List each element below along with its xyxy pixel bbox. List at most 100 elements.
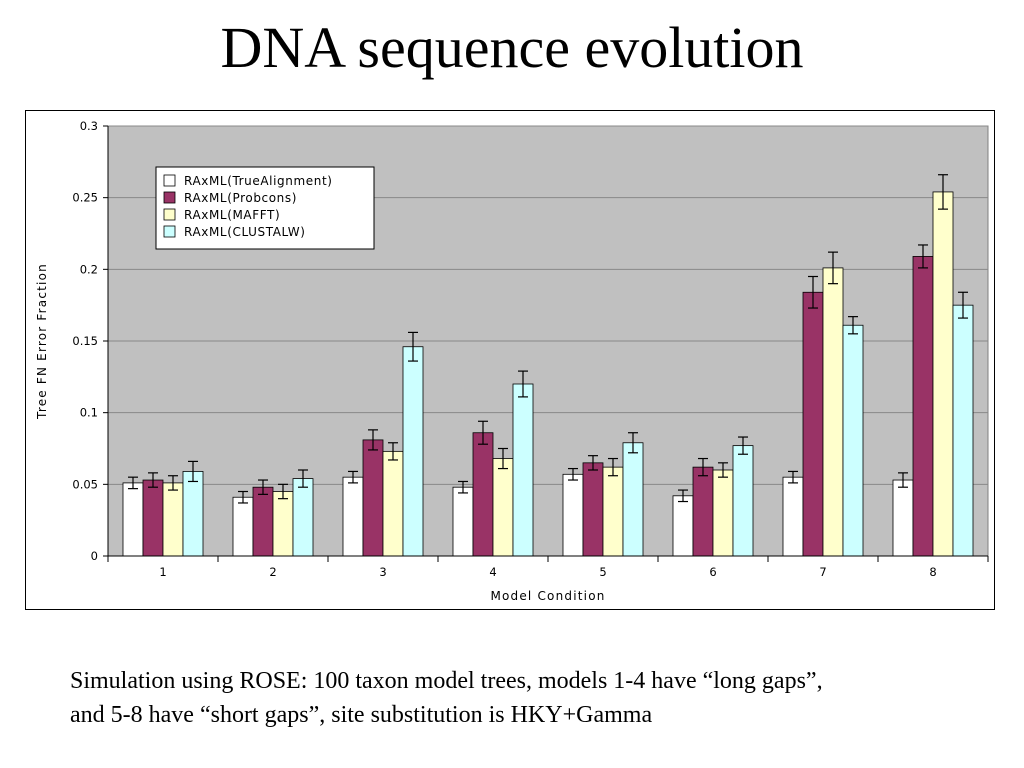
error-bar-4-model-2	[298, 469, 308, 488]
bar-1-model-1	[122, 482, 144, 557]
x-tick-label: 5	[599, 565, 606, 579]
bar-4-model-1	[182, 471, 204, 557]
y-tick-label: 0.15	[72, 334, 98, 348]
bar-2-model-7	[802, 291, 824, 557]
legend-swatch-2	[163, 191, 176, 204]
bar-3-model-2	[272, 491, 294, 557]
error-bar-2-model-5	[588, 455, 598, 471]
legend-label-3: RAxML(MAFFT)	[184, 208, 280, 222]
bar-2-model-6	[692, 466, 714, 557]
x-tick-label: 2	[269, 565, 276, 579]
legend-swatch-4	[163, 225, 176, 238]
legend: RAxML(TrueAlignment) RAxML(Probcons) RAxML…	[155, 166, 375, 250]
legend-label-2: RAxML(Probcons)	[184, 191, 297, 205]
bar-2-model-1	[142, 479, 164, 557]
bar-1-model-4	[452, 486, 474, 557]
bar-3-model-7	[822, 267, 844, 557]
bar-3-model-4	[492, 458, 514, 557]
error-bar-1-model-4	[458, 480, 468, 494]
error-bar-4-model-6	[738, 436, 748, 455]
bar-3-model-5	[602, 466, 624, 557]
error-bar-3-model-8	[938, 174, 948, 210]
legend-label-1: RAxML(TrueAlignment)	[184, 174, 333, 188]
error-bar-4-model-5	[628, 432, 638, 454]
error-bar-3-model-4	[498, 447, 508, 470]
error-bar-2-model-4	[478, 420, 488, 445]
x-tick-label: 8	[929, 565, 936, 579]
error-bar-1-model-8	[898, 472, 908, 488]
x-axis-label: Model Condition	[490, 589, 605, 603]
error-bar-4-model-1	[188, 460, 198, 483]
legend-box	[155, 166, 375, 250]
error-bar-4-model-7	[848, 316, 858, 335]
slide-caption: Simulation using ROSE: 100 taxon model t…	[70, 664, 990, 732]
bar-4-model-8	[952, 304, 974, 557]
legend-swatch-1	[163, 174, 176, 187]
error-bar-3-model-1	[168, 475, 178, 491]
bar-2-model-2	[252, 486, 274, 557]
error-bar-2-model-8	[918, 244, 928, 269]
error-bar-2-model-1	[148, 472, 158, 488]
x-tick-label: 7	[819, 565, 826, 579]
bar-3-model-8	[932, 191, 954, 557]
caption-line-2: and 5-8 have “short gaps”, site substitu…	[70, 702, 653, 728]
bar-3-model-3	[382, 450, 404, 557]
error-bar-2-model-2	[258, 479, 268, 495]
bar-1-model-6	[672, 495, 694, 557]
bar-1-model-7	[782, 476, 804, 557]
bar-2-model-5	[582, 462, 604, 557]
bar-4-model-2	[292, 478, 314, 557]
y-tick-label: 0.3	[80, 119, 98, 133]
bar-4-model-7	[842, 324, 864, 557]
y-axis-label: Tree FN Error Fraction	[35, 263, 49, 420]
bar-3-model-1	[162, 482, 184, 557]
bar-4-model-6	[732, 445, 754, 557]
error-bar-1-model-6	[678, 489, 688, 503]
y-tick-label: 0.05	[72, 477, 98, 491]
legend-swatch-3	[163, 208, 176, 221]
error-bar-3-model-2	[278, 483, 288, 500]
bar-4-model-5	[622, 442, 644, 557]
error-bar-4-model-4	[518, 370, 528, 398]
x-tick-label: 4	[489, 565, 496, 579]
error-bar-1-model-7	[788, 470, 798, 484]
error-bars	[128, 174, 968, 504]
x-tick-label: 6	[709, 565, 716, 579]
slide-title: DNA sequence evolution	[220, 15, 804, 80]
bar-3-model-6	[712, 469, 734, 557]
y-tick-label: 0.2	[80, 262, 98, 276]
error-bar-2-model-3	[368, 429, 378, 451]
bar-2-model-8	[912, 256, 934, 557]
legend-label-4: RAxML(CLUSTALW)	[184, 225, 306, 239]
bar-chart: 0 0.05 0.1 0.15 0.2 0.25 0.3 1 2 3 4 5 6 7 8 Tree FN E…	[35, 119, 989, 603]
error-bar-3-model-3	[388, 442, 398, 461]
caption-line-1: Simulation using ROSE: 100 taxon model t…	[70, 668, 823, 694]
bar-1-model-5	[562, 473, 584, 557]
chart-frame: 0 0.05 0.1 0.15 0.2 0.25 0.3 1 2 3 4 5 6 7 8 Tree FN E…	[25, 110, 995, 610]
error-bar-1-model-3	[348, 470, 358, 484]
error-bar-3-model-6	[718, 462, 728, 478]
error-bar-4-model-8	[958, 291, 968, 319]
x-tick-label: 3	[379, 565, 386, 579]
bars	[122, 191, 974, 557]
error-bar-1-model-1	[128, 476, 138, 490]
error-bar-3-model-7	[828, 251, 838, 285]
bar-1-model-3	[342, 476, 364, 557]
bar-4-model-3	[402, 346, 424, 557]
y-tick-label: 0	[91, 549, 98, 563]
error-bar-4-model-3	[408, 331, 418, 362]
error-bar-2-model-6	[698, 457, 708, 477]
bar-4-model-4	[512, 383, 534, 557]
x-tick-label: 1	[159, 565, 166, 579]
y-tick-label: 0.25	[72, 191, 98, 205]
axes: 0 0.05 0.1 0.15 0.2 0.25 0.3 1 2 3 4 5 6 7 8	[72, 119, 989, 579]
y-tick-label: 0.1	[80, 406, 98, 420]
error-bar-1-model-5	[568, 467, 578, 481]
bar-1-model-2	[232, 496, 254, 557]
bar-2-model-4	[472, 432, 494, 557]
bar-1-model-8	[892, 479, 914, 557]
error-bar-1-model-2	[238, 490, 248, 504]
error-bar-2-model-7	[808, 275, 818, 309]
bar-2-model-3	[362, 439, 384, 557]
error-bar-3-model-5	[608, 457, 618, 477]
